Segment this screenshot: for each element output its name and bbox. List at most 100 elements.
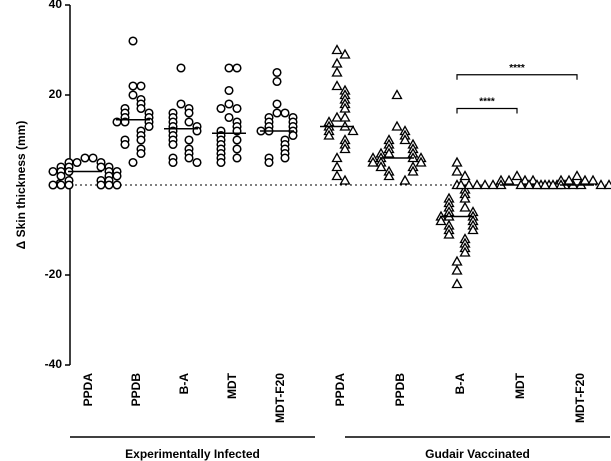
data-point xyxy=(331,152,343,163)
data-point xyxy=(579,174,591,185)
data-point xyxy=(339,48,351,59)
data-point xyxy=(128,81,138,91)
data-point xyxy=(479,179,491,190)
data-point xyxy=(331,57,343,68)
data-point xyxy=(80,153,90,163)
data-point xyxy=(347,125,359,136)
data-point xyxy=(515,179,527,190)
significance-bracket xyxy=(456,107,518,114)
data-point xyxy=(399,134,411,145)
data-point xyxy=(64,180,74,190)
data-point xyxy=(112,171,122,181)
data-point xyxy=(383,170,395,181)
data-point xyxy=(224,85,234,96)
data-point xyxy=(587,174,599,185)
data-point xyxy=(455,179,467,190)
significance-bracket xyxy=(456,74,578,80)
x-tick-label: MDT-F20 xyxy=(273,373,287,423)
data-point xyxy=(104,180,114,190)
data-point xyxy=(331,66,343,77)
significance-label: **** xyxy=(479,97,495,108)
x-tick-label: PPDB xyxy=(393,373,407,407)
data-point xyxy=(48,166,58,177)
data-point xyxy=(603,179,611,190)
data-point xyxy=(399,174,411,185)
data-point xyxy=(519,174,531,185)
data-point xyxy=(56,171,66,181)
data-point xyxy=(136,103,146,114)
data-point xyxy=(451,165,463,176)
data-point xyxy=(323,129,335,140)
data-point xyxy=(280,108,290,118)
data-point xyxy=(144,121,154,132)
data-point xyxy=(112,180,122,190)
data-point xyxy=(451,255,463,266)
data-point xyxy=(176,99,186,109)
data-point xyxy=(443,228,455,239)
data-point xyxy=(272,76,282,87)
data-point xyxy=(571,170,583,181)
data-point xyxy=(339,143,351,154)
data-point xyxy=(487,179,499,190)
y-tick-label: 20 xyxy=(49,87,63,101)
data-point xyxy=(184,108,194,118)
data-point xyxy=(459,170,471,181)
data-point xyxy=(547,179,559,190)
data-point xyxy=(96,180,106,190)
x-tick-label: MDT xyxy=(225,372,239,399)
group-label: Experimentally Infected xyxy=(125,447,260,461)
x-tick-label: MDT xyxy=(513,372,527,399)
x-tick-label: MDT-F20 xyxy=(573,373,587,423)
data-point xyxy=(407,165,419,176)
data-point xyxy=(539,179,551,190)
data-point xyxy=(192,157,202,168)
data-point xyxy=(331,80,343,91)
data-point xyxy=(120,139,130,150)
data-point xyxy=(136,135,146,145)
data-point xyxy=(451,278,463,289)
data-point xyxy=(331,44,343,55)
data-point xyxy=(531,179,543,190)
data-point xyxy=(467,224,479,235)
data-point xyxy=(463,179,475,190)
data-point xyxy=(88,153,98,163)
data-point xyxy=(168,139,178,150)
data-point xyxy=(216,103,226,114)
y-axis-label: Δ Skin thickness (mm) xyxy=(14,121,28,250)
y-tick-label: -20 xyxy=(45,267,63,281)
data-point xyxy=(232,63,242,73)
data-point xyxy=(136,81,146,91)
data-point xyxy=(232,144,242,154)
data-point xyxy=(280,153,290,163)
data-point xyxy=(391,89,403,100)
data-point xyxy=(272,67,282,78)
data-point xyxy=(415,156,427,167)
data-point xyxy=(136,148,146,159)
data-point xyxy=(331,161,343,172)
data-point xyxy=(224,112,234,123)
data-point xyxy=(128,90,138,100)
data-point xyxy=(331,170,343,181)
data-point xyxy=(184,153,194,163)
data-point xyxy=(224,63,234,73)
data-point xyxy=(503,174,515,185)
x-tick-label: PPDA xyxy=(81,373,95,407)
data-point xyxy=(471,179,483,190)
data-point xyxy=(72,157,82,168)
data-point xyxy=(451,264,463,275)
x-tick-label: PPDB xyxy=(129,373,143,407)
data-point xyxy=(367,156,379,167)
data-point xyxy=(563,174,575,185)
data-point xyxy=(216,157,226,168)
x-tick-label: PPDA xyxy=(333,373,347,407)
data-point xyxy=(288,130,298,141)
data-point xyxy=(272,108,282,118)
data-point xyxy=(176,63,186,73)
data-point xyxy=(391,120,403,131)
data-point xyxy=(523,179,535,190)
data-point xyxy=(168,157,178,168)
data-point xyxy=(459,246,471,257)
data-point xyxy=(96,162,106,172)
y-tick-label: 40 xyxy=(49,0,63,11)
significance-label: **** xyxy=(509,63,525,74)
